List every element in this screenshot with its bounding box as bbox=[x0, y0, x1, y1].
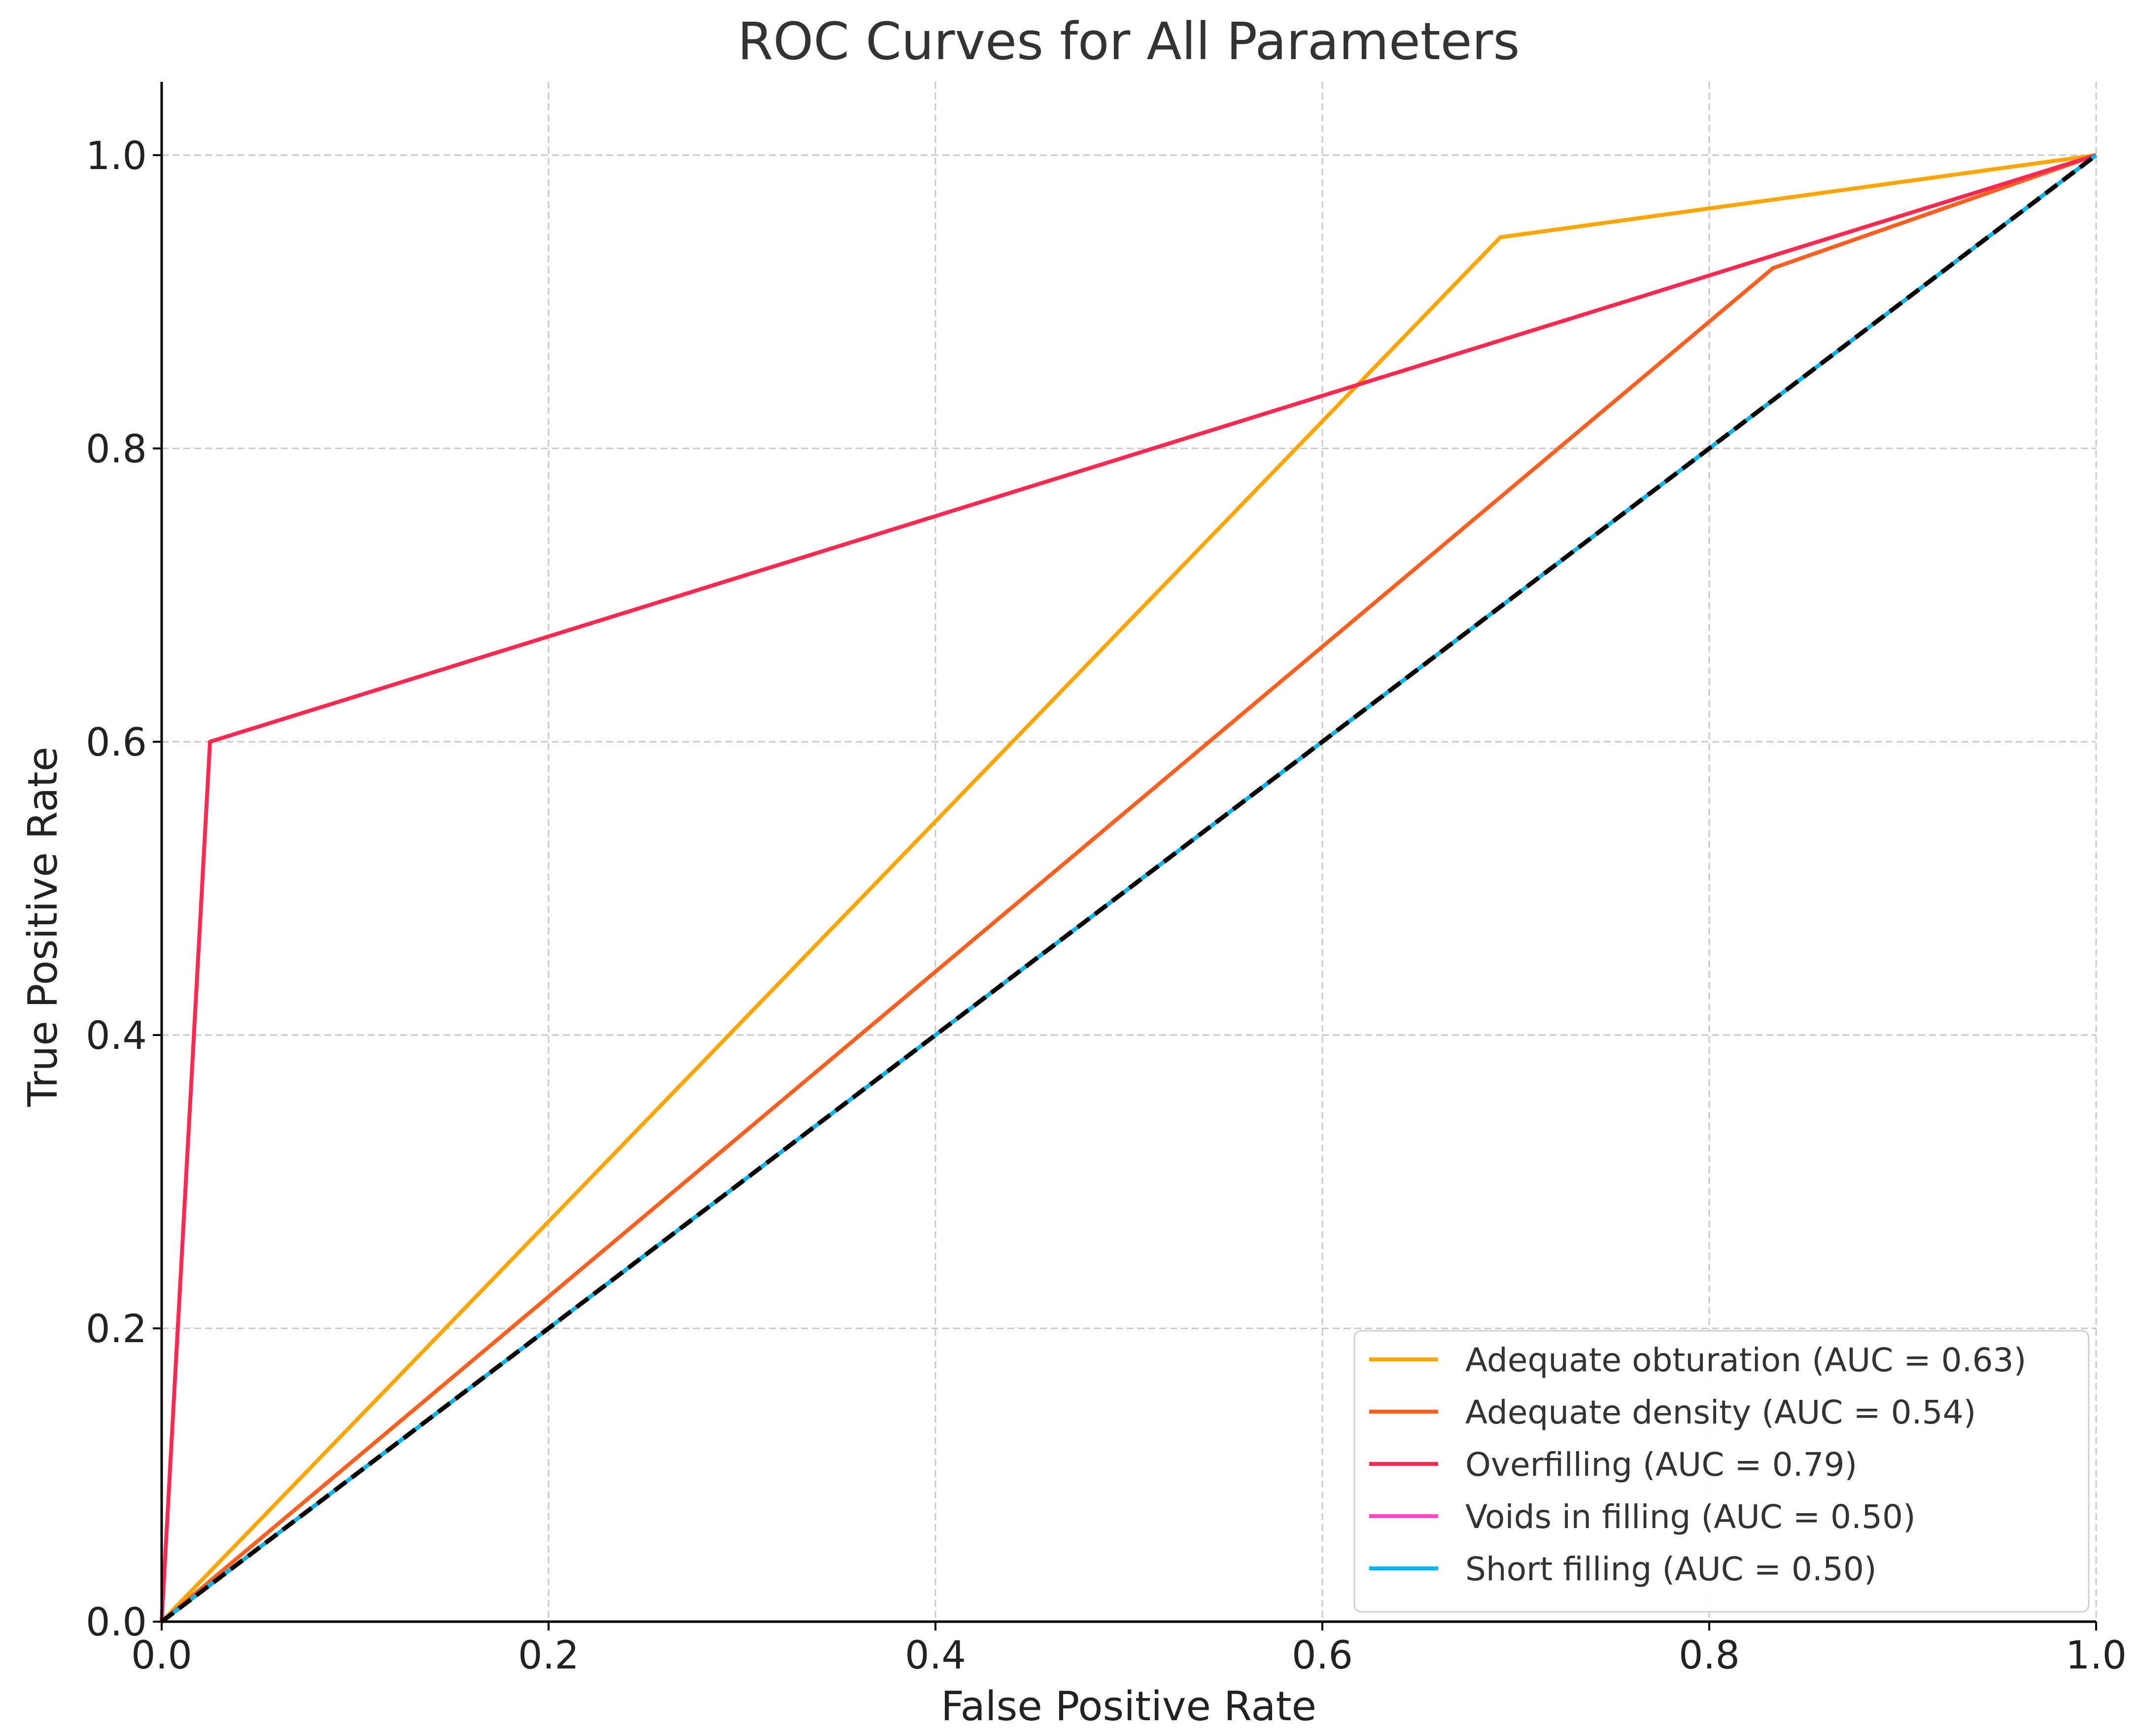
axes bbox=[160, 82, 2096, 1623]
reference-diagonal bbox=[160, 153, 2098, 1624]
legend-label-1: Adequate density (AUC = 0.54) bbox=[1465, 1393, 1976, 1431]
legend-label-0: Adequate obturation (AUC = 0.63) bbox=[1465, 1341, 2026, 1379]
y-tick-label-0: 0.0 bbox=[86, 1600, 147, 1645]
reference-line-group bbox=[160, 153, 2098, 1624]
y-tick-label-4: 0.8 bbox=[86, 427, 147, 472]
x-tick-label-1: 0.2 bbox=[518, 1633, 579, 1678]
x-axis-label: False Positive Rate bbox=[941, 1683, 1316, 1730]
y-tick-label-2: 0.4 bbox=[86, 1014, 147, 1058]
x-tick-label-0: 0.0 bbox=[131, 1633, 192, 1678]
tick-labels: 0.0 0.2 0.4 0.6 0.8 1.0 0.0 0.2 0.4 0.6 0.8 1.0 bbox=[86, 134, 2127, 1678]
series-line-0 bbox=[160, 153, 2097, 1623]
legend-label-4: Short filling (AUC = 0.50) bbox=[1465, 1550, 1877, 1588]
x-tick-label-2: 0.4 bbox=[905, 1633, 966, 1678]
x-tick-label-4: 0.8 bbox=[1679, 1633, 1740, 1678]
y-axis-label: True Positive Rate bbox=[20, 747, 67, 1107]
series-line-1 bbox=[160, 153, 2097, 1624]
x-tick-label-5: 1.0 bbox=[2066, 1633, 2127, 1678]
legend-label-3: Voids in filling (AUC = 0.50) bbox=[1465, 1498, 1916, 1536]
y-tick-label-5: 1.0 bbox=[86, 134, 147, 178]
y-tick-label-1: 0.2 bbox=[86, 1307, 147, 1352]
series-line-2 bbox=[160, 153, 2097, 1622]
x-tick-label-3: 0.6 bbox=[1292, 1633, 1353, 1678]
legend-box bbox=[1353, 1330, 2090, 1613]
legend: Adequate obturation (AUC = 0.63) Adequate… bbox=[1353, 1330, 2090, 1613]
chart-title: ROC Curves for All Parameters bbox=[737, 11, 1519, 71]
legend-label-2: Overfilling (AUC = 0.79) bbox=[1465, 1446, 1857, 1484]
y-tick-label-3: 0.6 bbox=[86, 721, 147, 765]
